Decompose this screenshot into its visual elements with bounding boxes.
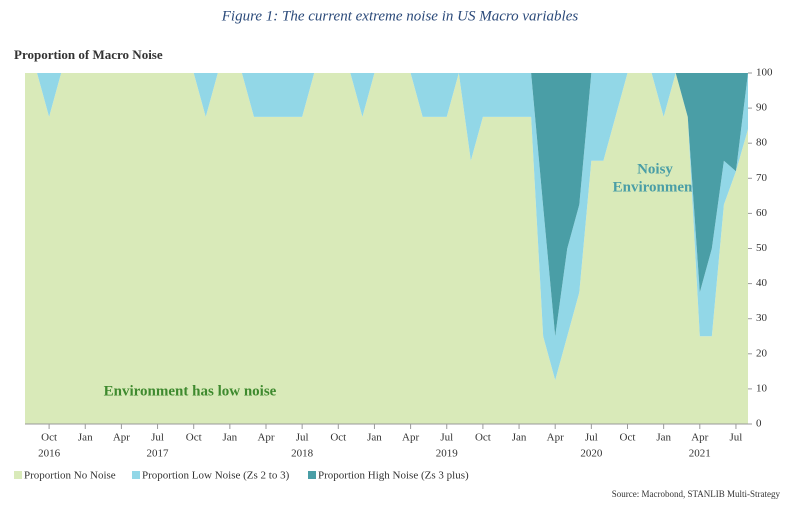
x-tick-label: Apr — [547, 432, 564, 444]
annotation: Environment has low noise — [104, 383, 277, 399]
y-tick-label: 100 — [756, 67, 773, 79]
legend-swatch — [308, 471, 316, 479]
x-year-label: 2020 — [580, 448, 603, 460]
x-tick-label: Oct — [620, 432, 636, 444]
x-tick-label: Apr — [257, 432, 274, 444]
x-tick-label: Oct — [41, 432, 57, 444]
legend-label: Proportion Low Noise (Zs 2 to 3) — [142, 470, 290, 482]
y-tick-label: 40 — [756, 277, 768, 289]
x-tick-label: Apr — [113, 432, 130, 444]
x-year-label: 2016 — [38, 448, 61, 460]
y-tick-label: 20 — [756, 347, 768, 359]
x-year-label: 2017 — [147, 448, 170, 460]
source: Source: Macrobond, STANLIB Multi-Strateg… — [612, 489, 781, 499]
area — [25, 73, 748, 381]
x-tick-label: Jul — [730, 432, 743, 444]
annotation: Environment — [613, 179, 698, 195]
x-tick-label: Apr — [691, 432, 708, 444]
x-year-label: 2019 — [436, 448, 459, 460]
legend-label: Proportion No Noise — [24, 470, 116, 482]
x-tick-label: Oct — [330, 432, 346, 444]
x-tick-label: Jul — [151, 432, 164, 444]
x-tick-label: Jan — [367, 432, 382, 444]
area — [25, 73, 748, 424]
y-tick-label: 0 — [756, 418, 762, 430]
y-tick-label: 90 — [756, 102, 768, 114]
y-tick-label: 10 — [756, 382, 768, 394]
x-year-label: 2018 — [291, 448, 314, 460]
chart-subtitle: Proportion of Macro Noise — [14, 47, 163, 62]
legend-swatch — [14, 471, 22, 479]
x-tick-label: Jul — [440, 432, 453, 444]
y-tick-label: 70 — [756, 172, 768, 184]
x-tick-label: Jan — [223, 432, 238, 444]
x-year-label: 2021 — [689, 448, 711, 460]
chart-title: Figure 1: The current extreme noise in U… — [221, 8, 579, 24]
x-tick-label: Oct — [475, 432, 491, 444]
x-tick-label: Apr — [402, 432, 419, 444]
x-tick-label: Jan — [656, 432, 671, 444]
legend-label: Proportion High Noise (Zs 3 plus) — [318, 470, 469, 482]
x-tick-label: Jul — [296, 432, 309, 444]
x-tick-label: Jan — [512, 432, 527, 444]
y-tick-label: 80 — [756, 137, 768, 149]
y-tick-label: 60 — [756, 207, 768, 219]
y-tick-label: 50 — [756, 242, 768, 254]
x-tick-label: Oct — [186, 432, 202, 444]
x-tick-label: Jan — [78, 432, 93, 444]
x-tick-label: Jul — [585, 432, 598, 444]
area — [25, 73, 748, 337]
y-tick-label: 30 — [756, 312, 768, 324]
annotation: Noisy — [637, 161, 673, 177]
legend-swatch — [132, 471, 140, 479]
